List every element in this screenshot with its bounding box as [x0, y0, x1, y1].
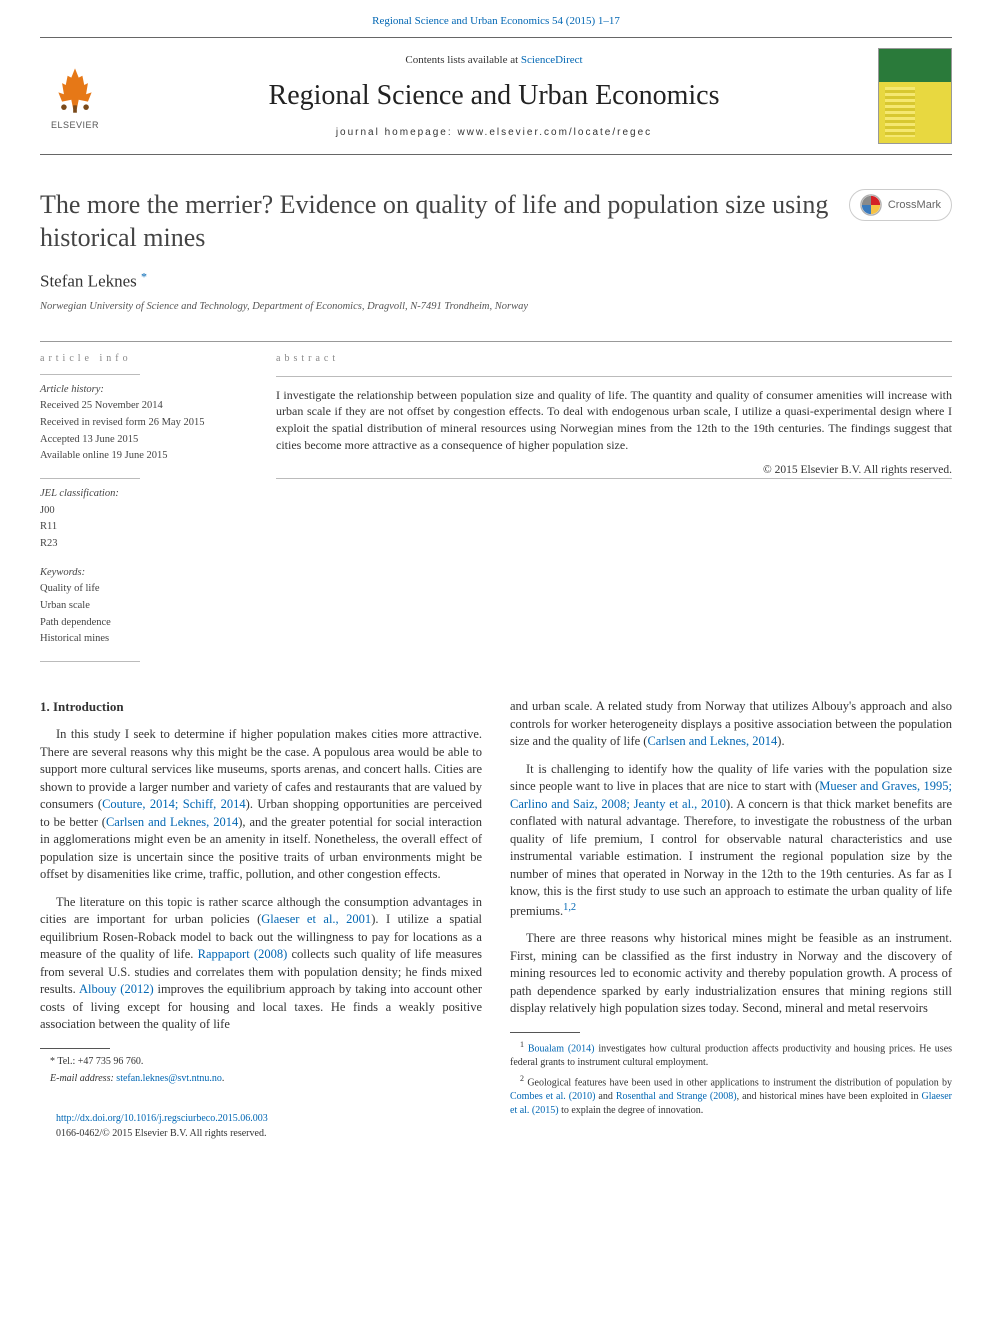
- keyword: Urban scale: [40, 599, 250, 614]
- keyword: Path dependence: [40, 616, 250, 631]
- citation-link[interactable]: Albouy (2012): [79, 982, 154, 996]
- history-item: Received 25 November 2014: [40, 399, 250, 414]
- author-name: Stefan Leknes: [40, 272, 141, 291]
- body-paragraph: There are three reasons why historical m…: [510, 930, 952, 1018]
- history-label: Article history:: [40, 383, 250, 398]
- history-item: Accepted 13 June 2015: [40, 433, 250, 448]
- top-citation: Regional Science and Urban Economics 54 …: [40, 14, 952, 29]
- abstract-heading: abstract: [276, 352, 952, 366]
- doi-block: http://dx.doi.org/10.1016/j.regsciurbeco…: [40, 1112, 482, 1141]
- homepage-line: journal homepage: www.elsevier.com/locat…: [110, 126, 878, 140]
- sciencedirect-link[interactable]: ScienceDirect: [521, 54, 583, 66]
- crossmark-label: CrossMark: [888, 198, 941, 213]
- crossmark-badge[interactable]: CrossMark: [849, 189, 952, 221]
- body-paragraph: In this study I seek to determine if hig…: [40, 726, 482, 884]
- body-paragraph: and urban scale. A related study from No…: [510, 698, 952, 751]
- email-link[interactable]: stefan.leknes@svt.ntnu.no: [116, 1073, 222, 1084]
- journal-cover-thumb: [878, 48, 952, 144]
- abstract-copyright: © 2015 Elsevier B.V. All rights reserved…: [276, 462, 952, 478]
- keywords-label: Keywords:: [40, 566, 250, 581]
- corresponding-footnote: * Tel.: +47 735 96 760.: [40, 1055, 482, 1069]
- corr-marker[interactable]: *: [141, 272, 147, 291]
- body-column-right: and urban scale. A related study from No…: [510, 698, 952, 1142]
- citation-link[interactable]: Rosenthal and Strange (2008): [616, 1091, 737, 1102]
- jel-label: JEL classification:: [40, 487, 250, 502]
- footnote-rule: [40, 1048, 110, 1049]
- issn-line: 0166-0462/© 2015 Elsevier B.V. All right…: [40, 1127, 482, 1141]
- history-item: Available online 19 June 2015: [40, 449, 250, 464]
- citation-link[interactable]: Rappaport (2008): [198, 947, 288, 961]
- citation-link[interactable]: Carlsen and Leknes, 2014: [106, 815, 238, 829]
- affiliation: Norwegian University of Science and Tech…: [40, 300, 952, 315]
- article-info-heading: article info: [40, 352, 250, 366]
- jel-code: R23: [40, 537, 250, 552]
- citation-link[interactable]: Carlsen and Leknes, 2014: [647, 734, 777, 748]
- history-item: Received in revised form 26 May 2015: [40, 416, 250, 431]
- author-line: Stefan Leknes *: [40, 268, 952, 293]
- citation-link[interactable]: Boualam (2014): [528, 1043, 595, 1054]
- footnote-ref[interactable]: 1,2: [563, 904, 576, 918]
- citation-link[interactable]: Couture, 2014; Schiff, 2014: [102, 797, 246, 811]
- footnote-2: 2 Geological features have been used in …: [510, 1073, 952, 1118]
- article-info-column: article info Article history: Received 2…: [40, 342, 270, 671]
- abstract-column: abstract I investigate the relationship …: [270, 342, 952, 671]
- homepage-url: www.elsevier.com/locate/regec: [457, 127, 652, 138]
- doi-link[interactable]: http://dx.doi.org/10.1016/j.regsciurbeco…: [56, 1113, 268, 1124]
- keyword: Historical mines: [40, 632, 250, 647]
- article-title: The more the merrier? Evidence on qualit…: [40, 189, 849, 254]
- email-footnote: E-mail address: stefan.leknes@svt.ntnu.n…: [40, 1072, 482, 1086]
- abstract-text: I investigate the relationship between p…: [276, 387, 952, 454]
- elsevier-logo: ELSEVIER: [40, 61, 110, 131]
- footnote-rule: [510, 1032, 580, 1033]
- journal-header: ELSEVIER Contents lists available at Sci…: [40, 37, 952, 155]
- top-citation-link[interactable]: Regional Science and Urban Economics 54 …: [372, 15, 620, 27]
- jel-code: J00: [40, 504, 250, 519]
- section-heading: 1. Introduction: [40, 698, 482, 716]
- crossmark-icon: [860, 194, 882, 216]
- body-paragraph: It is challenging to identify how the qu…: [510, 761, 952, 921]
- jel-code: R11: [40, 520, 250, 535]
- footnote-1: 1 Boualam (2014) investigates how cultur…: [510, 1039, 952, 1070]
- journal-name: Regional Science and Urban Economics: [110, 76, 878, 115]
- citation-link[interactable]: Glaeser et al., 2001: [261, 912, 371, 926]
- citation-link[interactable]: Combes et al. (2010): [510, 1091, 595, 1102]
- elsevier-tree-icon: [47, 61, 103, 116]
- contents-line: Contents lists available at ScienceDirec…: [110, 53, 878, 68]
- keyword: Quality of life: [40, 582, 250, 597]
- body-column-left: 1. Introduction In this study I seek to …: [40, 698, 482, 1142]
- elsevier-label: ELSEVIER: [51, 119, 99, 132]
- body-paragraph: The literature on this topic is rather s…: [40, 894, 482, 1034]
